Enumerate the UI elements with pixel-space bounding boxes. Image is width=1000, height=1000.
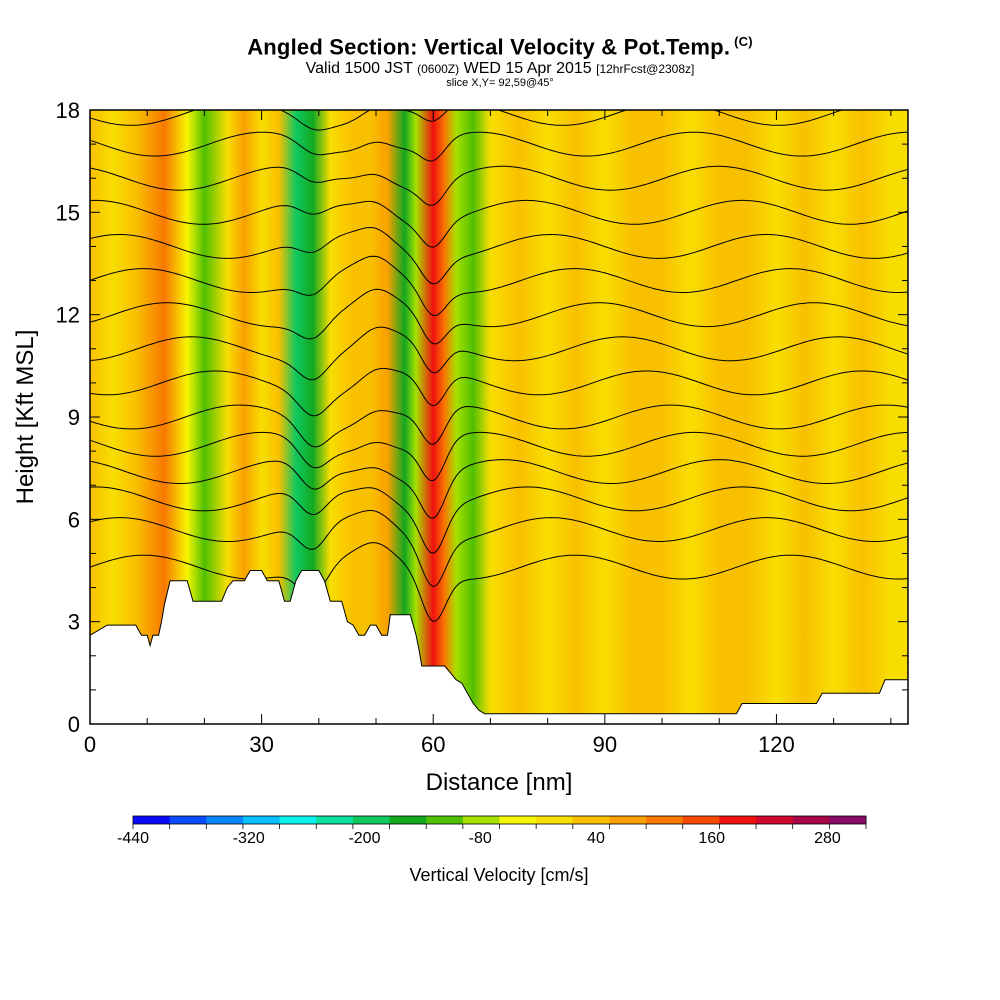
y-axis-label: Height [Kft MSL] <box>12 330 39 505</box>
y-tick-label: 9 <box>68 405 80 430</box>
colorbar-swatch <box>499 816 537 824</box>
theta-contour-12 <box>90 165 908 206</box>
colorbar-swatch <box>792 816 830 824</box>
theta-contour-1 <box>90 509 908 588</box>
colorbar-title: Vertical Velocity [cm/s] <box>409 865 588 885</box>
theta-contour-10 <box>90 226 908 285</box>
theta-contour-9 <box>90 255 908 317</box>
colorbar: -440 -320 -200 -80 40 160 280 <box>117 815 867 847</box>
theta-contour-13 <box>90 131 908 162</box>
colorbar-swatch <box>389 816 427 824</box>
x-tick-label: 0 <box>84 732 96 757</box>
x-tick-label: 60 <box>421 732 445 757</box>
colorbar-swatch <box>646 816 684 824</box>
colorbar-label: -440 <box>117 830 149 847</box>
colorbar-swatch <box>242 816 281 824</box>
chart-title-text: Angled Section: Vertical Velocity & Pot.… <box>247 34 731 60</box>
colorbar-swatch <box>206 816 244 824</box>
colorbar-swatch <box>133 816 171 824</box>
chart-title: Angled Section: Vertical Velocity & Pot.… <box>0 34 1000 60</box>
y-axis: 0 3 6 9 12 15 18 <box>56 98 908 737</box>
theta-contour-3 <box>90 459 908 519</box>
chart-title-suffix: (C) <box>734 34 753 49</box>
x-axis: 0 30 60 90 120 <box>84 110 892 757</box>
y-tick-label: 12 <box>56 303 80 328</box>
y-tick-label: 18 <box>56 98 80 123</box>
colorbar-swatch <box>756 816 794 824</box>
colorbar-label: -200 <box>348 830 380 847</box>
colorbar-swatch <box>719 816 757 824</box>
theta-contour-0 <box>90 542 908 622</box>
colorbar-swatch <box>352 816 391 824</box>
terrain <box>90 570 908 724</box>
valid-date: WED 15 Apr 2015 <box>463 60 592 77</box>
y-tick-label: 0 <box>68 712 80 737</box>
theta-contour-2 <box>90 486 908 554</box>
theta-contour-6 <box>90 368 908 417</box>
y-tick-label: 3 <box>68 610 80 635</box>
slice-info: slice X,Y= 92,59@45° <box>446 77 554 89</box>
colorbar-swatch <box>829 816 867 824</box>
colorbar-swatch <box>682 816 720 824</box>
y-tick-label: 15 <box>56 200 80 225</box>
colorbar-swatch <box>536 816 574 824</box>
theta-contour-11 <box>90 199 908 248</box>
colorbar-swatch <box>462 816 500 824</box>
terrain-profile <box>90 570 908 724</box>
colorbar-swatch <box>572 816 610 824</box>
x-tick-label: 90 <box>593 732 617 757</box>
colorbar-swatch <box>609 816 647 824</box>
colorbar-swatch <box>279 816 317 824</box>
valid-forecast: [12hrFcst@2308z] <box>596 62 695 76</box>
chart-subtitle: Valid 1500 JST (0600Z) WED 15 Apr 2015 [… <box>0 60 1000 78</box>
colorbar-label: -320 <box>233 830 265 847</box>
theta-contour-7 <box>90 326 908 381</box>
y-tick-label: 6 <box>68 507 80 532</box>
colorbar-swatch <box>316 816 354 824</box>
valid-prefix: Valid 1500 JST <box>305 60 413 77</box>
x-axis-label: Distance [nm] <box>426 769 573 796</box>
theta-contour-8 <box>90 288 908 345</box>
colorbar-label: 40 <box>587 830 605 847</box>
valid-utc: (0600Z) <box>417 62 460 76</box>
colorbar-swatch <box>169 816 207 824</box>
colorbar-swatch <box>426 816 464 824</box>
colorbar-label: 280 <box>814 830 841 847</box>
colorbar-label: 160 <box>698 830 725 847</box>
colorbar-label: -80 <box>469 830 492 847</box>
x-tick-label: 30 <box>249 732 273 757</box>
theta-contour-4 <box>90 431 908 482</box>
x-tick-label: 120 <box>758 732 795 757</box>
theta-contour-5 <box>90 404 908 448</box>
